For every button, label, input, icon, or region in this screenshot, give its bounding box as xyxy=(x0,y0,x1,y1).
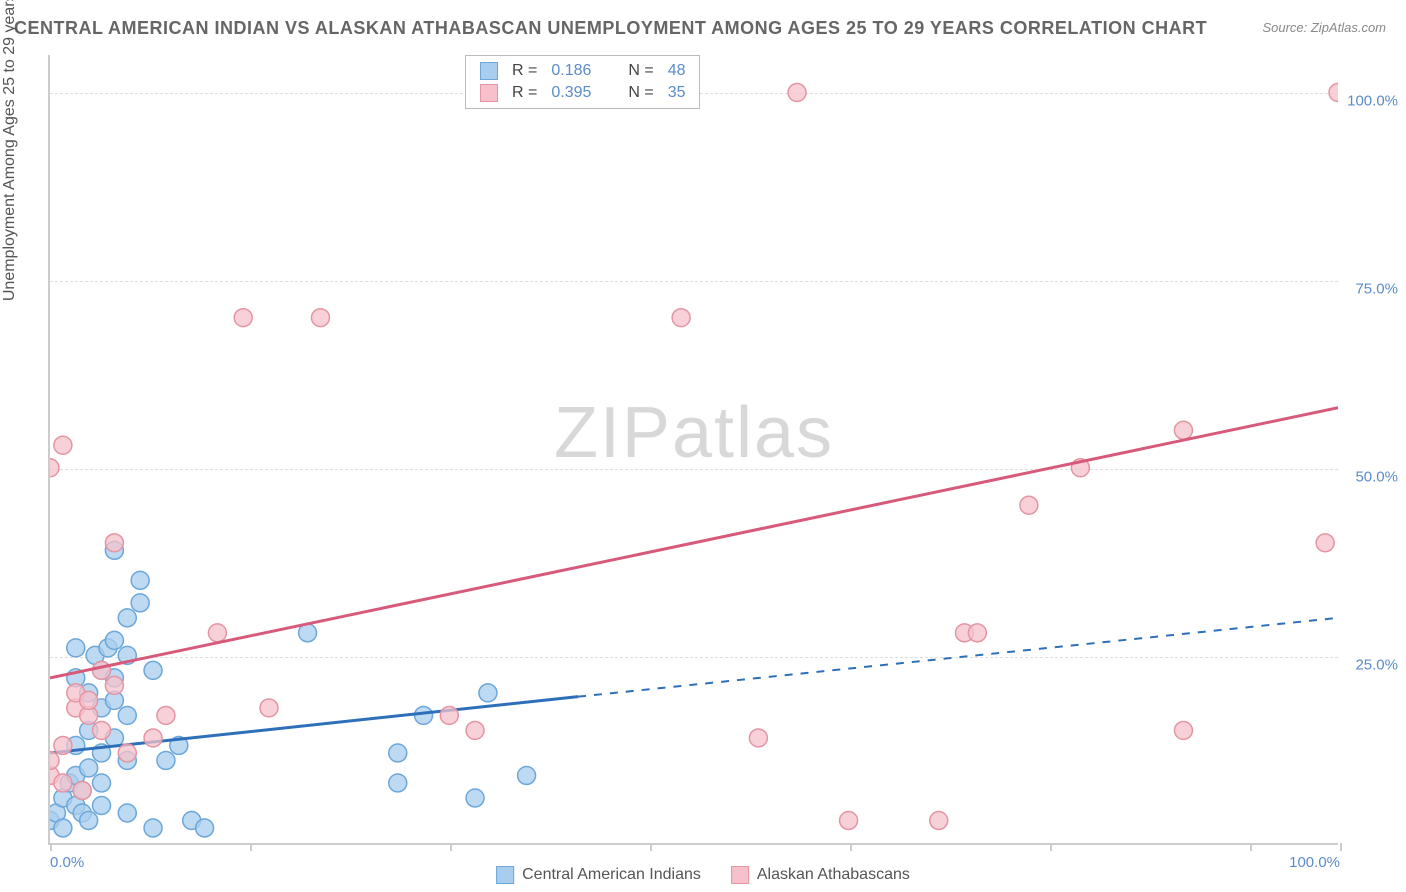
legend-label: Central American Indians xyxy=(522,866,701,884)
x-tick-mark xyxy=(850,843,852,851)
chart-container: CENTRAL AMERICAN INDIAN VS ALASKAN ATHAB… xyxy=(0,0,1406,892)
data-point xyxy=(50,459,59,477)
data-point xyxy=(1020,496,1038,514)
r-value: 0.186 xyxy=(551,62,606,80)
data-point xyxy=(234,309,252,327)
data-point xyxy=(80,759,98,777)
data-point xyxy=(466,721,484,739)
chart-title: CENTRAL AMERICAN INDIAN VS ALASKAN ATHAB… xyxy=(14,18,1207,39)
data-point xyxy=(118,609,136,627)
legend-swatch xyxy=(496,866,514,884)
legend-swatch xyxy=(731,866,749,884)
plot-svg xyxy=(50,55,1338,843)
data-point xyxy=(840,812,858,830)
data-point xyxy=(144,729,162,747)
data-point xyxy=(1316,534,1334,552)
y-axis-label: Unemployment Among Ages 25 to 29 years xyxy=(1,0,19,301)
source-label: Source: ZipAtlas.com xyxy=(1262,20,1386,35)
data-point xyxy=(749,729,767,747)
plot-area: ZIPatlas 25.0%50.0%75.0%100.0%0.0%100.0% xyxy=(48,55,1338,845)
data-point xyxy=(440,706,458,724)
x-tick-mark xyxy=(1050,843,1052,851)
data-point xyxy=(196,819,214,837)
data-point xyxy=(208,624,226,642)
x-tick-mark xyxy=(50,843,52,851)
data-point xyxy=(93,796,111,814)
x-tick-mark xyxy=(1340,843,1342,851)
data-point xyxy=(672,309,690,327)
legend-item: Alaskan Athabascans xyxy=(731,866,910,884)
data-point xyxy=(1174,721,1192,739)
x-tick-mark xyxy=(1250,843,1252,851)
data-point xyxy=(50,751,59,769)
data-point xyxy=(54,819,72,837)
r-label: R = xyxy=(512,84,537,102)
y-tick-label: 100.0% xyxy=(1343,92,1398,109)
data-point xyxy=(144,661,162,679)
data-point xyxy=(93,721,111,739)
data-point xyxy=(788,84,806,102)
data-point xyxy=(144,819,162,837)
data-point xyxy=(93,661,111,679)
data-point xyxy=(930,812,948,830)
data-point xyxy=(105,631,123,649)
data-point xyxy=(466,789,484,807)
data-point xyxy=(1174,421,1192,439)
data-point xyxy=(518,766,536,784)
data-point xyxy=(389,774,407,792)
data-point xyxy=(93,774,111,792)
data-point xyxy=(118,706,136,724)
data-point xyxy=(73,781,91,799)
data-point xyxy=(80,691,98,709)
data-point xyxy=(80,812,98,830)
data-point xyxy=(67,639,85,657)
data-point xyxy=(260,699,278,717)
r-value: 0.395 xyxy=(551,84,606,102)
x-tick-mark xyxy=(450,843,452,851)
legend-row: R = 0.395 N = 35 xyxy=(466,82,699,104)
legend-swatch xyxy=(480,62,498,80)
n-label: N = xyxy=(628,62,653,80)
x-tick-label: 100.0% xyxy=(1289,854,1340,871)
data-point xyxy=(131,571,149,589)
y-tick-label: 25.0% xyxy=(1343,656,1398,673)
data-point xyxy=(968,624,986,642)
x-tick-label: 0.0% xyxy=(50,854,84,871)
data-point xyxy=(479,684,497,702)
legend-swatch xyxy=(480,84,498,102)
data-point xyxy=(118,744,136,762)
n-label: N = xyxy=(628,84,653,102)
correlation-legend: R = 0.186 N = 48 R = 0.395 N = 35 xyxy=(465,55,700,109)
data-point xyxy=(118,804,136,822)
legend-item: Central American Indians xyxy=(496,866,701,884)
data-point xyxy=(157,751,175,769)
r-label: R = xyxy=(512,62,537,80)
data-point xyxy=(54,736,72,754)
trendline-solid xyxy=(50,408,1338,678)
data-point xyxy=(105,534,123,552)
x-tick-mark xyxy=(650,843,652,851)
data-point xyxy=(131,594,149,612)
data-point xyxy=(105,676,123,694)
x-tick-mark xyxy=(250,843,252,851)
n-value: 35 xyxy=(668,84,686,102)
data-point xyxy=(311,309,329,327)
data-point xyxy=(1329,84,1338,102)
legend-row: R = 0.186 N = 48 xyxy=(466,60,699,82)
data-point xyxy=(415,706,433,724)
data-point xyxy=(54,436,72,454)
legend-label: Alaskan Athabascans xyxy=(757,866,910,884)
data-point xyxy=(389,744,407,762)
series-legend: Central American Indians Alaskan Athabasc… xyxy=(496,866,910,884)
n-value: 48 xyxy=(668,62,686,80)
y-tick-label: 75.0% xyxy=(1343,280,1398,297)
data-point xyxy=(157,706,175,724)
y-tick-label: 50.0% xyxy=(1343,468,1398,485)
data-point xyxy=(54,774,72,792)
